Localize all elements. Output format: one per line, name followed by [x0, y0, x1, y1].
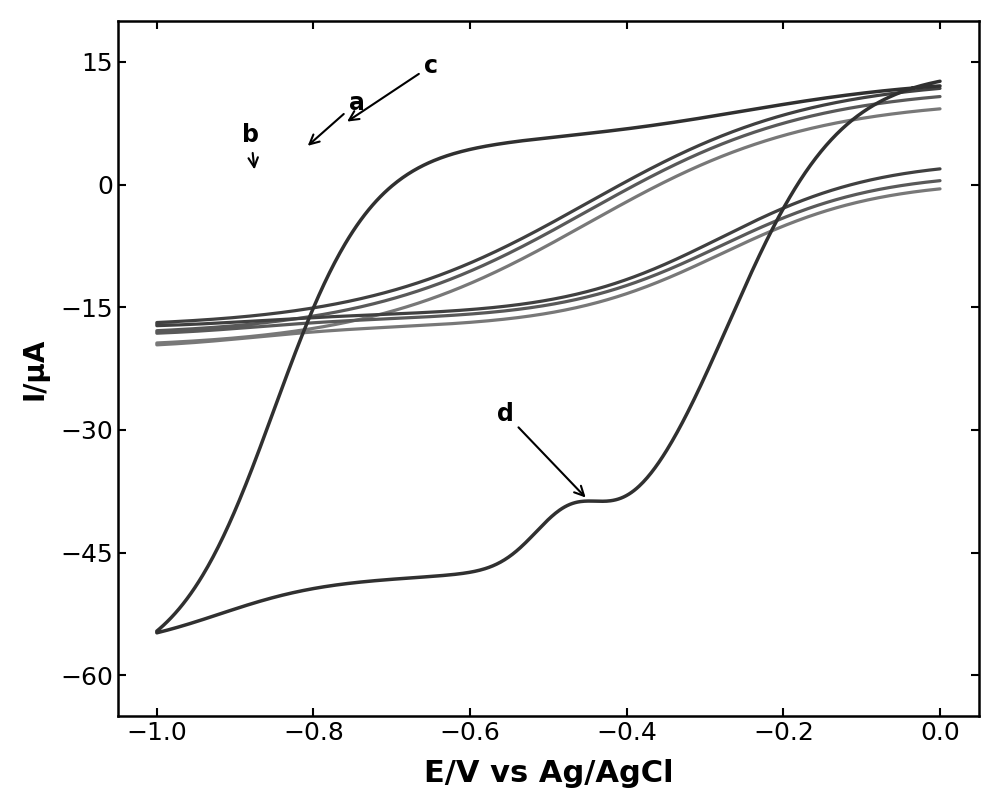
Text: a: a [309, 91, 364, 144]
Text: c: c [349, 54, 438, 121]
Text: d: d [497, 401, 584, 496]
Y-axis label: I/μA: I/μA [21, 337, 49, 400]
Text: b: b [242, 124, 259, 167]
X-axis label: E/V vs Ag/AgCl: E/V vs Ag/AgCl [424, 759, 673, 788]
